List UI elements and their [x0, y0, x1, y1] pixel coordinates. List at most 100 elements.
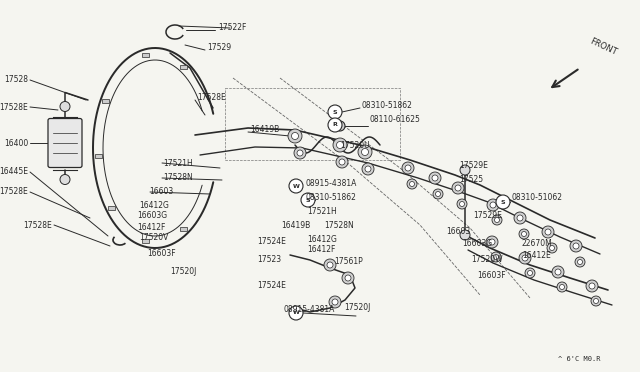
Circle shape [491, 252, 501, 262]
Bar [141, 238, 148, 243]
Bar [102, 99, 109, 103]
Circle shape [324, 259, 336, 271]
Circle shape [407, 179, 417, 189]
Circle shape [517, 215, 523, 221]
Circle shape [519, 252, 531, 264]
Text: S: S [306, 198, 310, 202]
Circle shape [429, 172, 441, 184]
Text: 17525: 17525 [459, 176, 483, 185]
Circle shape [519, 229, 529, 239]
Circle shape [545, 229, 551, 235]
Text: 16603F: 16603F [147, 250, 175, 259]
Text: W: W [292, 311, 300, 315]
Text: 17524E: 17524E [257, 280, 286, 289]
Circle shape [522, 231, 527, 237]
Text: S: S [333, 109, 337, 115]
Circle shape [559, 285, 564, 289]
Text: 16412G: 16412G [139, 201, 169, 209]
Circle shape [486, 236, 498, 248]
Text: 17521H: 17521H [307, 206, 337, 215]
Text: 17521H: 17521H [163, 158, 193, 167]
Circle shape [557, 282, 567, 292]
Text: 17528N: 17528N [163, 173, 193, 182]
Circle shape [289, 179, 303, 193]
Circle shape [362, 163, 374, 175]
Circle shape [586, 280, 598, 292]
Circle shape [555, 269, 561, 275]
Circle shape [328, 105, 342, 119]
Text: 16603G: 16603G [462, 238, 492, 247]
Text: 08110-61625: 08110-61625 [370, 115, 421, 125]
Circle shape [410, 182, 415, 186]
Circle shape [460, 165, 470, 175]
Text: 16603F: 16603F [477, 272, 506, 280]
FancyBboxPatch shape [48, 119, 82, 167]
Circle shape [457, 199, 467, 209]
Text: 08915-4381A: 08915-4381A [284, 305, 335, 314]
Circle shape [496, 195, 510, 209]
Text: 08310-51862: 08310-51862 [305, 193, 356, 202]
Circle shape [452, 182, 464, 194]
Circle shape [514, 212, 526, 224]
Circle shape [490, 202, 496, 208]
Circle shape [527, 270, 532, 276]
Bar [95, 154, 102, 158]
Circle shape [433, 189, 443, 199]
Circle shape [60, 174, 70, 185]
Circle shape [60, 102, 70, 112]
Text: 16603G: 16603G [137, 212, 167, 221]
Circle shape [547, 243, 557, 253]
Text: ^ 6'C M0.R: ^ 6'C M0.R [557, 356, 600, 362]
Text: 16412E: 16412E [522, 250, 551, 260]
Circle shape [591, 296, 601, 306]
Circle shape [522, 255, 528, 261]
Text: 17529E: 17529E [473, 211, 502, 219]
Circle shape [291, 132, 298, 140]
Circle shape [339, 159, 345, 165]
Circle shape [460, 230, 470, 240]
Text: S: S [500, 199, 506, 205]
Text: 16603: 16603 [149, 186, 173, 196]
Text: 17520J: 17520J [170, 267, 196, 276]
Circle shape [489, 239, 495, 245]
Text: 16419B: 16419B [281, 221, 310, 230]
Circle shape [493, 254, 499, 260]
Text: 17520V: 17520V [139, 234, 168, 243]
Text: 17561P: 17561P [334, 257, 363, 266]
Circle shape [432, 175, 438, 181]
Bar [108, 206, 115, 211]
Circle shape [542, 226, 554, 238]
Bar [141, 54, 148, 57]
Text: 08915-4381A: 08915-4381A [305, 180, 356, 189]
Circle shape [525, 268, 535, 278]
Circle shape [342, 272, 354, 284]
Circle shape [297, 150, 303, 156]
Circle shape [589, 283, 595, 289]
Text: 17520W: 17520W [471, 254, 502, 263]
Text: 16603: 16603 [446, 227, 470, 235]
Bar [180, 65, 187, 68]
Circle shape [570, 240, 582, 252]
Circle shape [492, 215, 502, 225]
Text: 17520J: 17520J [344, 302, 371, 311]
Text: 16412F: 16412F [307, 246, 335, 254]
Text: 08310-51862: 08310-51862 [362, 102, 413, 110]
Text: 17529: 17529 [207, 44, 231, 52]
Circle shape [460, 202, 465, 206]
Circle shape [402, 162, 414, 174]
Bar [180, 227, 187, 231]
Text: 17528: 17528 [4, 74, 28, 83]
Text: W: W [292, 183, 300, 189]
Circle shape [495, 218, 499, 222]
Text: 16412G: 16412G [307, 234, 337, 244]
Circle shape [337, 141, 344, 148]
Text: 17524E: 17524E [257, 237, 286, 246]
Text: 16400: 16400 [4, 138, 28, 148]
Circle shape [345, 275, 351, 281]
Circle shape [294, 147, 306, 159]
Text: 17528E: 17528E [23, 221, 52, 231]
Text: 17528E: 17528E [0, 103, 28, 112]
Text: 17522F: 17522F [218, 23, 246, 32]
Text: 17523: 17523 [257, 254, 281, 263]
Circle shape [577, 260, 582, 264]
